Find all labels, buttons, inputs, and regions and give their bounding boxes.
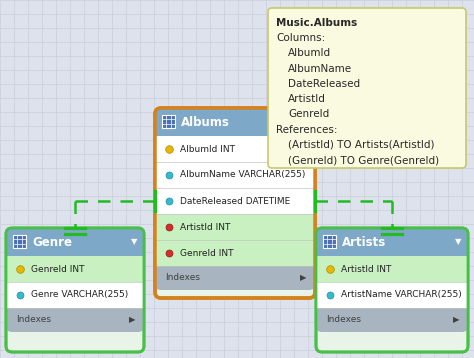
Text: ▶: ▶: [453, 315, 459, 324]
Text: Indexes: Indexes: [165, 274, 200, 282]
Bar: [156, 162, 314, 188]
Text: Indexes: Indexes: [326, 315, 361, 324]
Text: ArtistId INT: ArtistId INT: [341, 265, 392, 274]
Bar: [317, 282, 467, 308]
FancyBboxPatch shape: [316, 228, 468, 352]
FancyBboxPatch shape: [6, 308, 144, 332]
Bar: [6, 308, 144, 320]
FancyBboxPatch shape: [268, 8, 466, 168]
FancyBboxPatch shape: [316, 308, 468, 332]
Bar: [156, 188, 314, 214]
Text: Music.Albums: Music.Albums: [276, 18, 357, 28]
Text: DateReleased: DateReleased: [288, 79, 360, 89]
Text: AlbumName: AlbumName: [288, 64, 352, 74]
FancyBboxPatch shape: [316, 228, 468, 256]
Bar: [323, 235, 336, 248]
Bar: [316, 308, 468, 320]
Text: GenreId INT: GenreId INT: [31, 265, 84, 274]
Text: ▶: ▶: [300, 274, 306, 282]
Text: AlbumId INT: AlbumId INT: [180, 145, 235, 154]
Bar: [13, 235, 26, 248]
Text: Indexes: Indexes: [16, 315, 51, 324]
Text: ArtistId: ArtistId: [288, 94, 326, 104]
FancyBboxPatch shape: [6, 228, 144, 256]
Bar: [156, 214, 314, 240]
Text: DateReleased DATETIME: DateReleased DATETIME: [180, 197, 290, 205]
Bar: [317, 256, 467, 282]
Text: AlbumId: AlbumId: [288, 48, 331, 58]
Text: Genre VARCHAR(255): Genre VARCHAR(255): [31, 290, 128, 300]
Text: ArtistName VARCHAR(255): ArtistName VARCHAR(255): [341, 290, 462, 300]
Bar: [7, 282, 143, 308]
Bar: [316, 242, 468, 256]
Bar: [155, 266, 315, 278]
Text: Albums: Albums: [181, 116, 230, 129]
Text: AlbumName VARCHAR(255): AlbumName VARCHAR(255): [180, 170, 305, 179]
Bar: [156, 136, 314, 162]
FancyBboxPatch shape: [155, 108, 315, 298]
Bar: [155, 122, 315, 136]
Text: ▼: ▼: [455, 237, 461, 247]
Text: References:: References:: [276, 125, 337, 135]
Text: (ArtistId) TO Artists(ArtistId): (ArtistId) TO Artists(ArtistId): [288, 140, 435, 150]
Text: Artists: Artists: [342, 236, 386, 248]
Text: Genre: Genre: [32, 236, 72, 248]
Text: ▼: ▼: [131, 237, 137, 247]
Text: GenreId: GenreId: [288, 110, 329, 120]
Text: ▶: ▶: [129, 315, 135, 324]
Text: ArtistId INT: ArtistId INT: [180, 223, 230, 232]
Bar: [6, 242, 144, 256]
Text: (GenreId) TO Genre(GenreId): (GenreId) TO Genre(GenreId): [288, 155, 439, 165]
FancyBboxPatch shape: [155, 266, 315, 290]
Bar: [156, 240, 314, 266]
Text: GenreId INT: GenreId INT: [180, 248, 234, 257]
Text: ▼: ▼: [302, 117, 308, 126]
FancyBboxPatch shape: [155, 108, 315, 136]
Bar: [7, 256, 143, 282]
Bar: [162, 115, 175, 128]
Text: Columns:: Columns:: [276, 33, 325, 43]
FancyBboxPatch shape: [6, 228, 144, 352]
